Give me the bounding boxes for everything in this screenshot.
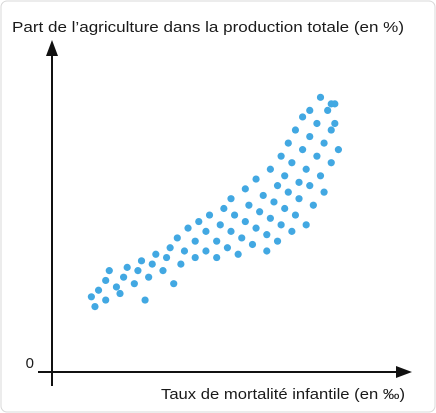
point [313,152,321,160]
point [263,247,271,255]
point [306,106,314,114]
point [112,283,121,291]
point [102,276,110,285]
point [331,100,339,108]
point [277,152,285,160]
point [288,159,296,167]
point [120,273,128,281]
point [302,221,310,229]
point [266,165,274,173]
point [320,188,328,196]
point [141,296,149,304]
point [91,303,99,311]
point [284,188,292,196]
point [94,286,103,294]
point [148,260,156,268]
point [230,211,239,219]
x-arrow [396,366,412,378]
point [238,234,246,242]
point [227,195,235,203]
point [309,201,317,209]
point [324,106,332,114]
point [299,113,307,121]
point [327,159,335,167]
point [252,175,260,183]
point [291,211,300,219]
point [220,204,228,213]
point [152,250,160,258]
point [162,253,171,262]
point [334,146,342,154]
point [202,227,210,235]
point [248,240,257,249]
point [184,224,192,232]
point [327,126,335,134]
point [252,224,260,232]
point [87,293,95,301]
point [159,267,167,275]
point [123,263,131,271]
point [313,119,321,128]
point [166,244,174,252]
point [102,296,110,304]
point [213,253,221,262]
chart-title: Part de l’agriculture dans la production… [12,19,404,36]
point [281,204,289,213]
point [170,280,178,288]
point [288,227,296,235]
point [281,172,289,180]
point [205,211,214,219]
point [180,247,189,255]
point [234,250,242,258]
y-tick-label: 0 [26,355,34,372]
point [277,221,285,229]
point [130,280,138,288]
point [191,253,199,262]
point [291,126,300,134]
point [177,260,185,268]
point [299,146,307,154]
point [213,237,221,245]
point [266,214,274,222]
point [173,234,181,242]
point [241,217,249,226]
point [137,257,146,265]
point [195,217,203,226]
point [241,185,249,193]
point [316,172,325,180]
point [202,247,210,255]
point [116,289,124,298]
point [316,93,325,101]
point [134,267,142,275]
point [263,231,271,239]
y-arrow [46,40,58,56]
point [306,182,314,190]
point [227,227,235,235]
point [105,267,113,275]
point [284,139,292,147]
point [295,195,303,203]
point [145,273,153,281]
point [306,132,314,141]
point [259,191,267,200]
point [245,201,253,209]
point [302,165,310,173]
point [256,208,264,216]
point [331,119,339,128]
point [270,198,278,206]
point [273,237,282,245]
point [273,182,282,190]
point [320,139,328,147]
point [216,221,224,229]
point [223,244,232,252]
point [191,237,199,245]
point [295,178,303,186]
x-axis-label: Taux de mortalité infantile (en ‰) [161,386,405,403]
